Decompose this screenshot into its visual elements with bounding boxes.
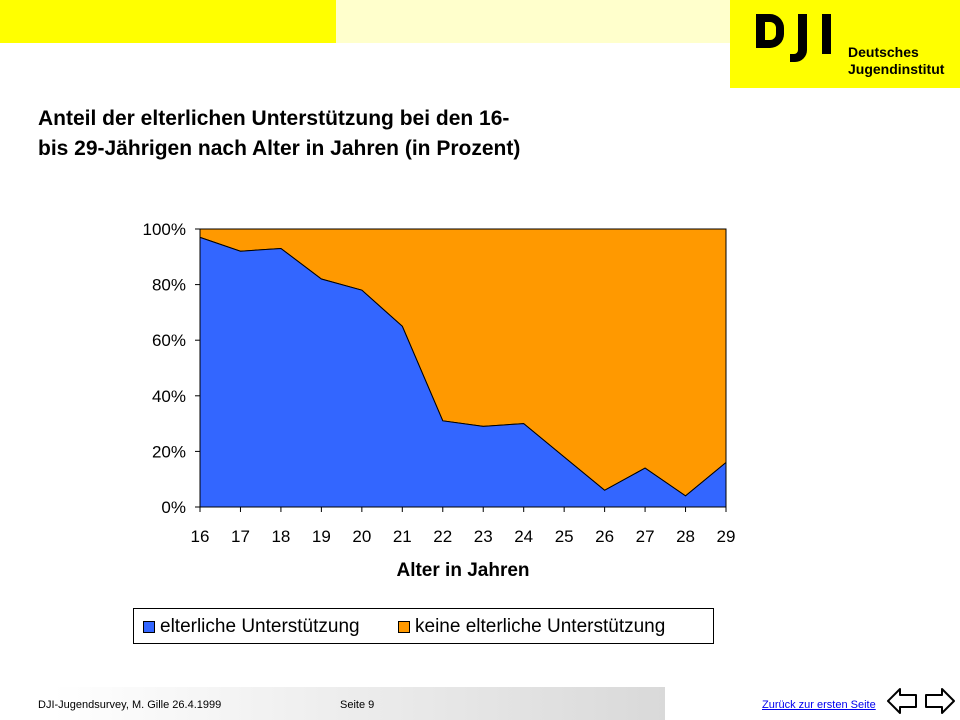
- y-tick-label: 0%: [161, 498, 186, 517]
- header-bar-pale: [336, 0, 730, 43]
- y-tick-label: 100%: [143, 220, 186, 239]
- x-tick-label: 20: [352, 527, 371, 546]
- x-tick-label: 18: [271, 527, 290, 546]
- legend-item-elterliche: elterliche Unterstützung: [143, 616, 360, 638]
- y-tick-label: 80%: [152, 276, 186, 295]
- legend-label-elterliche: elterliche Unterstützung: [160, 616, 360, 637]
- y-tick-label: 40%: [152, 387, 186, 406]
- area-chart: 0% 20% 40% 60% 80% 100% 16 17 18 19 20 21 22 23 24 25 26…: [143, 220, 736, 581]
- header-bar-yellow: [0, 0, 336, 43]
- nav-back-icon[interactable]: [887, 688, 917, 714]
- x-tick-label: 24: [514, 527, 533, 546]
- y-tick-label: 20%: [152, 442, 186, 461]
- x-tick-label: 28: [676, 527, 695, 546]
- title-line1: Anteil der elterlichen Unterstützung bei…: [38, 107, 510, 130]
- x-tick-label: 19: [312, 527, 331, 546]
- legend-swatch-elterliche: [143, 621, 155, 633]
- area-series-elterliche: [199, 236, 727, 508]
- dji-logo-mark-icon: [756, 14, 831, 62]
- back-to-first-page-link[interactable]: Zurück zur ersten Seite: [762, 699, 876, 711]
- footer-page-number: Seite 9: [340, 699, 375, 711]
- title-line2: bis 29-Jährigen nach Alter in Jahren (in…: [38, 137, 521, 160]
- logo-line1: Deutsches: [848, 44, 919, 60]
- x-tick-label: 22: [433, 527, 452, 546]
- y-tick-label: 60%: [152, 331, 186, 350]
- legend-item-keine: keine elterliche Unterstützung: [398, 616, 665, 638]
- nav-forward-icon[interactable]: [925, 688, 955, 714]
- x-tick-label: 16: [191, 527, 210, 546]
- x-tick-label: 23: [474, 527, 493, 546]
- logo-line2: Jugendinstitut: [848, 61, 945, 77]
- slide-title: Anteil der elterlichen Unterstützung bei…: [38, 104, 678, 164]
- x-tick-label: 26: [595, 527, 614, 546]
- legend-swatch-keine: [398, 621, 410, 633]
- dji-logo: Deutsches Jugendinstitut: [730, 0, 960, 88]
- footer-bar: [0, 687, 665, 720]
- legend-label-keine: keine elterliche Unterstützung: [415, 616, 666, 637]
- footer-source: DJI-Jugendsurvey, M. Gille 26.4.1999: [38, 699, 222, 711]
- x-axis-title: Alter in Jahren: [396, 560, 529, 581]
- x-tick-label: 29: [717, 527, 736, 546]
- dji-logo-text: Deutsches Jugendinstitut: [848, 44, 944, 78]
- x-tick-label: 27: [636, 527, 655, 546]
- x-tick-label: 21: [393, 527, 412, 546]
- x-tick-label: 25: [555, 527, 574, 546]
- chart-legend: elterliche Unterstützung keine elterlich…: [133, 608, 714, 644]
- nav-arrows: [887, 688, 955, 714]
- x-tick-label: 17: [231, 527, 250, 546]
